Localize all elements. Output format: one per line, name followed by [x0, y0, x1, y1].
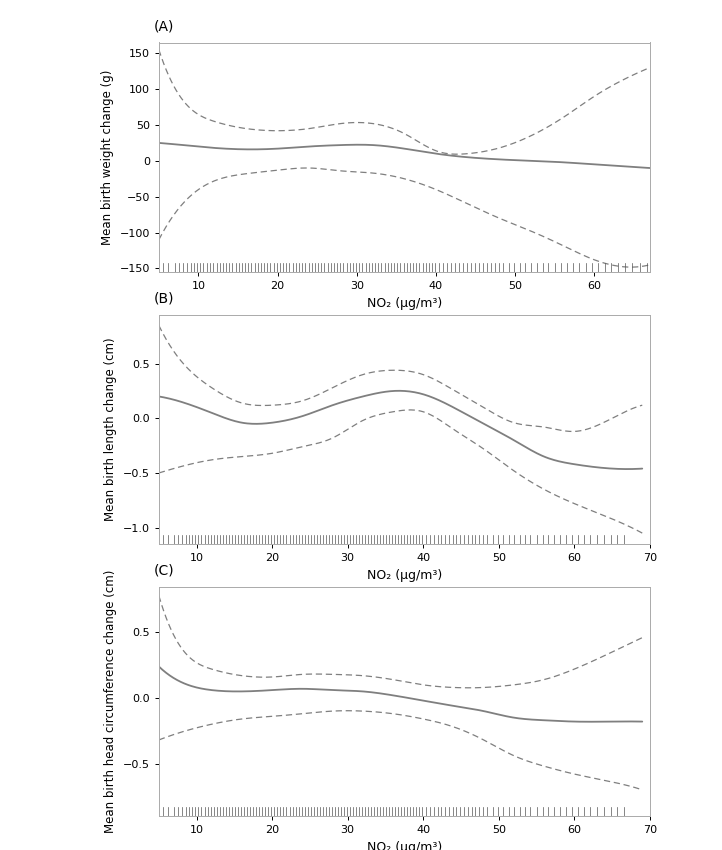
Y-axis label: Mean birth head circumference change (cm): Mean birth head circumference change (cm… — [104, 570, 117, 833]
X-axis label: NO₂ (μg/m³): NO₂ (μg/m³) — [367, 297, 442, 309]
Y-axis label: Mean birth length change (cm): Mean birth length change (cm) — [104, 337, 117, 521]
Text: (C): (C) — [154, 564, 175, 577]
X-axis label: NO₂ (μg/m³): NO₂ (μg/m³) — [367, 841, 442, 850]
Text: (B): (B) — [154, 292, 175, 305]
X-axis label: NO₂ (μg/m³): NO₂ (μg/m³) — [367, 569, 442, 581]
Y-axis label: Mean birth weight change (g): Mean birth weight change (g) — [101, 70, 114, 245]
Text: (A): (A) — [154, 20, 174, 33]
